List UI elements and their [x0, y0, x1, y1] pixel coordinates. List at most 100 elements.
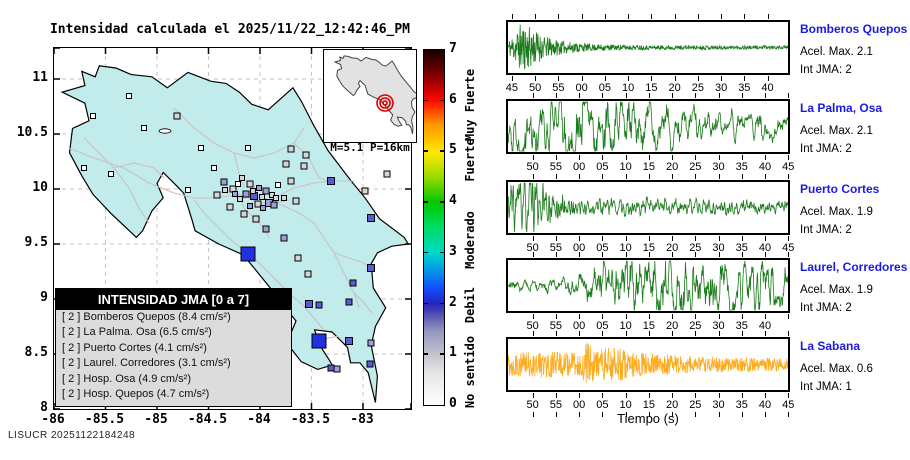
waveform-plot-1: [506, 20, 790, 75]
waveform-tick: [625, 155, 627, 160]
waveform-station-name: Bomberos Quepos: [800, 22, 908, 36]
station-marker: [366, 360, 374, 368]
waveform-trace: [507, 24, 789, 70]
station-marker: [273, 195, 279, 201]
station-marker: [250, 188, 256, 194]
waveform-tick: [579, 412, 581, 417]
waveform-x-tick-label: 55: [552, 82, 565, 94]
waveform-tick: [625, 393, 627, 398]
waveform-x-tick-label: 45: [782, 399, 795, 411]
colorbar-tick: [424, 150, 428, 152]
waveform-x-tick-label: 10: [619, 399, 632, 411]
road-line: [303, 305, 325, 331]
waveform-tick: [602, 93, 604, 98]
road-line: [173, 107, 305, 159]
station-marker: [198, 145, 204, 151]
waveform-tick: [532, 412, 534, 417]
waveform-station-name: Puerto Cortes: [800, 182, 880, 196]
waveform-tick: [511, 14, 513, 19]
waveform-tick: [625, 331, 627, 336]
waveform-tick: [648, 331, 650, 336]
waveform-tick: [555, 314, 557, 319]
waveform-tick: [765, 412, 767, 417]
waveform-tick: [558, 14, 560, 19]
waveform-tick: [672, 252, 674, 257]
waveform-x-tick-label: 05: [596, 242, 609, 254]
waveform-tick: [695, 174, 697, 179]
waveform-tick: [602, 314, 604, 319]
waveform-tick: [651, 76, 653, 81]
colorbar-number: 2: [449, 294, 457, 310]
waveform-tick: [788, 93, 790, 98]
waveform-tick: [625, 174, 627, 179]
colorbar-number: 4: [449, 193, 457, 209]
waveform-tick: [532, 93, 534, 98]
waveform-tick: [532, 236, 534, 241]
intensity-colorbar: [423, 49, 445, 406]
waveform-tick: [741, 252, 743, 257]
legend-item: [ 2 ] La Palma. Osa (6.5 cm/s²): [62, 326, 212, 339]
epicenter-inset-map: [323, 49, 422, 143]
x-axis-label: -83: [350, 412, 374, 427]
waveform-tick: [788, 314, 790, 319]
road-line: [113, 162, 165, 179]
waveform-x-tick-label: 15: [642, 242, 655, 254]
waveform-int-jma: Int JMA: 2: [800, 143, 852, 155]
y-axis-label: 8: [40, 400, 48, 415]
station-marker: [242, 190, 250, 198]
station-marker: [383, 170, 391, 178]
road-line: [353, 292, 373, 314]
x-axis-label: -86: [41, 412, 65, 427]
waveform-x-tick-label: 35: [735, 161, 748, 173]
waveform-x-tick-label: 10: [621, 82, 635, 94]
waveform-tick: [674, 76, 676, 81]
waveform-plot-5: [506, 337, 790, 392]
waveform-plot-4: [506, 258, 790, 313]
waveform-tick: [721, 14, 723, 19]
station-marker: [235, 181, 241, 187]
colorbar-number: 0: [449, 396, 457, 411]
waveform-tick: [718, 331, 720, 336]
waveform-x-tick-label: 05: [596, 320, 609, 332]
station-marker: [239, 175, 245, 181]
road-line: [233, 152, 245, 189]
waveform-tick: [628, 14, 630, 19]
station-marker: [222, 187, 228, 193]
station-marker: [275, 182, 281, 188]
waveform-tick: [535, 76, 537, 81]
waveform-tick: [718, 393, 720, 398]
waveform-tick: [602, 252, 604, 257]
waveform-tick: [741, 393, 743, 398]
waveform-tick: [625, 412, 627, 417]
waveform-svg: [507, 260, 789, 311]
waveform-x-tick-label: 20: [665, 161, 679, 173]
waveform-tick: [625, 93, 627, 98]
waveform-tick: [672, 174, 674, 179]
waveform-svg: [507, 182, 789, 233]
epicenter-icon: [376, 94, 394, 112]
station-marker: [220, 178, 228, 186]
station-marker: [287, 177, 295, 185]
waveform-int-jma: Int JMA: 2: [800, 224, 852, 236]
road-line: [273, 180, 354, 199]
waveform-trace: [507, 342, 789, 383]
station-marker: [282, 160, 290, 168]
waveform-tick: [532, 314, 534, 319]
waveform-plot-2: [506, 99, 790, 154]
station-marker: [315, 301, 323, 309]
colorbar-category-label: No sentido: [463, 335, 477, 409]
waveform-x-tick-label: 20: [665, 320, 679, 332]
station-marker: [173, 112, 181, 120]
waveform-tick: [648, 155, 650, 160]
waveform-tick: [602, 412, 604, 417]
waveform-x-tick-label: 35: [735, 242, 748, 254]
waveform-tick: [695, 314, 697, 319]
station-marker: [259, 194, 265, 200]
waveform-x-tick-label: 50: [526, 242, 539, 254]
waveform-tick: [555, 174, 557, 179]
waveform-tick: [765, 393, 767, 398]
waveform-tick: [741, 314, 743, 319]
waveform-x-tick-label: 20: [665, 399, 679, 411]
waveform-x-tick-label: 30: [712, 242, 725, 254]
station-marker: [327, 177, 335, 185]
